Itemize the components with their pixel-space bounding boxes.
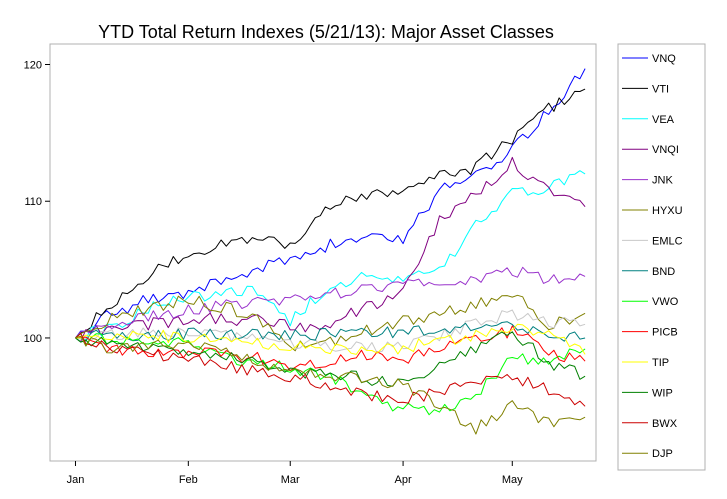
series-line-vnq — [75, 68, 586, 339]
legend-label-vea: VEA — [652, 114, 675, 126]
x-tick-label-jan: Jan — [67, 474, 85, 486]
series-line-bnd — [75, 321, 586, 343]
x-axis: Jan Feb Mar Apr May — [67, 461, 523, 486]
legend-label-vti: VTI — [652, 83, 669, 95]
x-tick-label-feb: Feb — [179, 474, 198, 486]
legend-label-jnk: JNK — [652, 175, 673, 187]
series-line-jnk — [75, 266, 586, 339]
legend-label-bwx: BWX — [652, 418, 678, 430]
series-line-djp — [75, 335, 586, 435]
legend-label-vwo: VWO — [652, 296, 679, 308]
y-tick-label-120: 120 — [24, 60, 42, 72]
series-line-vti — [75, 88, 586, 339]
x-tick-label-may: May — [502, 474, 523, 486]
legend-label-tip: TIP — [652, 357, 669, 369]
legend-label-hyxu: HYXU — [652, 205, 683, 217]
y-axis: 100 110 120 — [24, 60, 50, 345]
legend-box — [617, 43, 706, 471]
y-tick-label-110: 110 — [24, 196, 42, 208]
series-line-hyxu — [75, 294, 586, 352]
series-line-bwx — [75, 332, 586, 407]
series-line-vnqi — [75, 156, 586, 343]
legend-label-picb: PICB — [652, 327, 678, 339]
series-line-wip — [75, 331, 586, 387]
series-line-tip — [75, 323, 586, 355]
plot-area — [49, 43, 597, 462]
legend-label-wip: WIP — [652, 387, 673, 399]
legend-label-vnqi: VNQI — [652, 144, 679, 156]
legend: VNQ VTI VEA VNQI JNK HYXU EMLC BND VWO PICB TIP WIP… — [622, 53, 683, 460]
series-lines — [75, 68, 586, 435]
series-line-picb — [75, 325, 586, 371]
legend-label-djp: DJP — [652, 448, 673, 460]
chart-title: YTD Total Return Indexes (5/21/13): Majo… — [98, 22, 554, 42]
legend-label-emlc: EMLC — [652, 235, 683, 247]
x-tick-label-mar: Mar — [281, 474, 300, 486]
y-tick-label-100: 100 — [24, 333, 42, 345]
x-tick-label-apr: Apr — [395, 474, 412, 486]
series-line-emlc — [75, 309, 586, 354]
legend-label-vnq: VNQ — [652, 53, 676, 65]
legend-label-bnd: BND — [652, 266, 675, 278]
